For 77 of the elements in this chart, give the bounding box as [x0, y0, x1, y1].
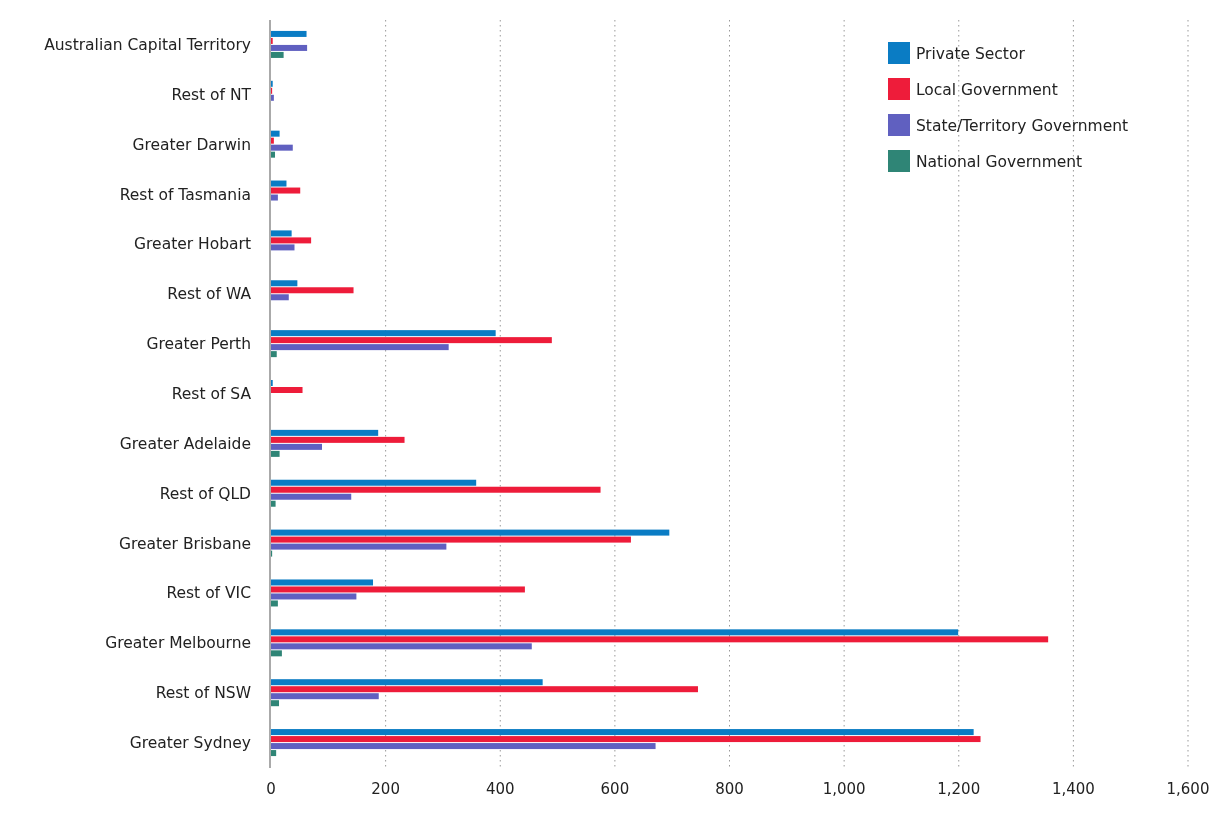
bar: [271, 636, 1049, 643]
bar: [271, 500, 276, 507]
x-tick-label: 1,600: [1166, 780, 1210, 798]
bar: [271, 629, 959, 636]
bar: [271, 586, 525, 593]
bar: [271, 51, 284, 58]
bar: [271, 743, 656, 750]
legend-label: National Government: [916, 153, 1083, 171]
bar: [271, 330, 496, 337]
y-tick-label: Greater Adelaide: [119, 434, 251, 453]
bar: [271, 180, 287, 187]
bar: [271, 700, 280, 707]
bar: [271, 493, 352, 500]
bar: [271, 151, 276, 158]
y-tick-label: Rest of VIC: [166, 584, 251, 603]
y-tick-label: Rest of NSW: [155, 684, 251, 703]
bar: [271, 600, 278, 607]
bar: [271, 750, 277, 757]
bar: [271, 686, 698, 693]
bar: [271, 387, 303, 393]
y-tick-label: Greater Sydney: [129, 734, 251, 753]
y-tick-label: Rest of QLD: [159, 484, 252, 503]
y-tick-label: Rest of SA: [171, 385, 252, 403]
y-tick-label: Australian Capital Territory: [44, 35, 251, 54]
bar: [271, 536, 631, 543]
y-tick-label: Rest of NT: [171, 85, 252, 104]
bar: [271, 429, 379, 436]
bar: [271, 693, 379, 700]
bar: [271, 543, 447, 550]
y-tick-label: Rest of Tasmania: [119, 185, 251, 204]
bar: [271, 529, 670, 536]
bar: [271, 194, 278, 201]
bar: [271, 643, 532, 650]
bar: [271, 486, 601, 493]
bar: [271, 230, 292, 237]
bar: [271, 130, 280, 137]
y-tick-label: Rest of WA: [167, 285, 252, 304]
bar: [271, 237, 312, 244]
bar: [271, 679, 543, 686]
bar: [271, 187, 301, 194]
bar: [271, 30, 307, 37]
y-tick-label: Greater Darwin: [132, 135, 251, 154]
bar: [271, 337, 552, 344]
x-tick-label: 800: [715, 780, 744, 798]
legend-label: State/Territory Government: [916, 117, 1129, 135]
bar: [271, 351, 277, 358]
bar: [271, 436, 405, 443]
bar: [271, 479, 477, 486]
x-tick-label: 1,000: [822, 780, 866, 798]
bar: [271, 450, 280, 457]
legend-label: Private Sector: [916, 45, 1026, 63]
bar: [271, 650, 282, 657]
bar: [271, 729, 974, 736]
y-tick-label: Greater Hobart: [134, 235, 251, 254]
bar: [271, 137, 274, 144]
x-tick-label: 1,400: [1051, 780, 1095, 798]
x-tick-label: 200: [371, 780, 400, 798]
bar: [271, 44, 308, 51]
legend-label: Local Government: [916, 81, 1058, 99]
bar: [271, 280, 298, 287]
y-tick-label: Greater Perth: [146, 335, 251, 354]
bar: [271, 579, 374, 586]
bar: [271, 144, 293, 151]
bar: [271, 294, 289, 301]
y-tick-label: Greater Brisbane: [118, 534, 251, 553]
y-tick-label: Greater Melbourne: [105, 634, 251, 653]
x-tick-label: 600: [600, 780, 630, 798]
bar: [271, 443, 323, 450]
bar: [271, 344, 449, 351]
x-tick-label: 400: [485, 780, 515, 798]
x-tick-label: 0: [266, 780, 276, 798]
x-tick-label: 1,200: [937, 780, 981, 798]
bar: [271, 287, 354, 294]
bar: [271, 593, 357, 600]
bar: [271, 94, 274, 101]
bar: [271, 736, 981, 743]
bar: [271, 244, 295, 251]
